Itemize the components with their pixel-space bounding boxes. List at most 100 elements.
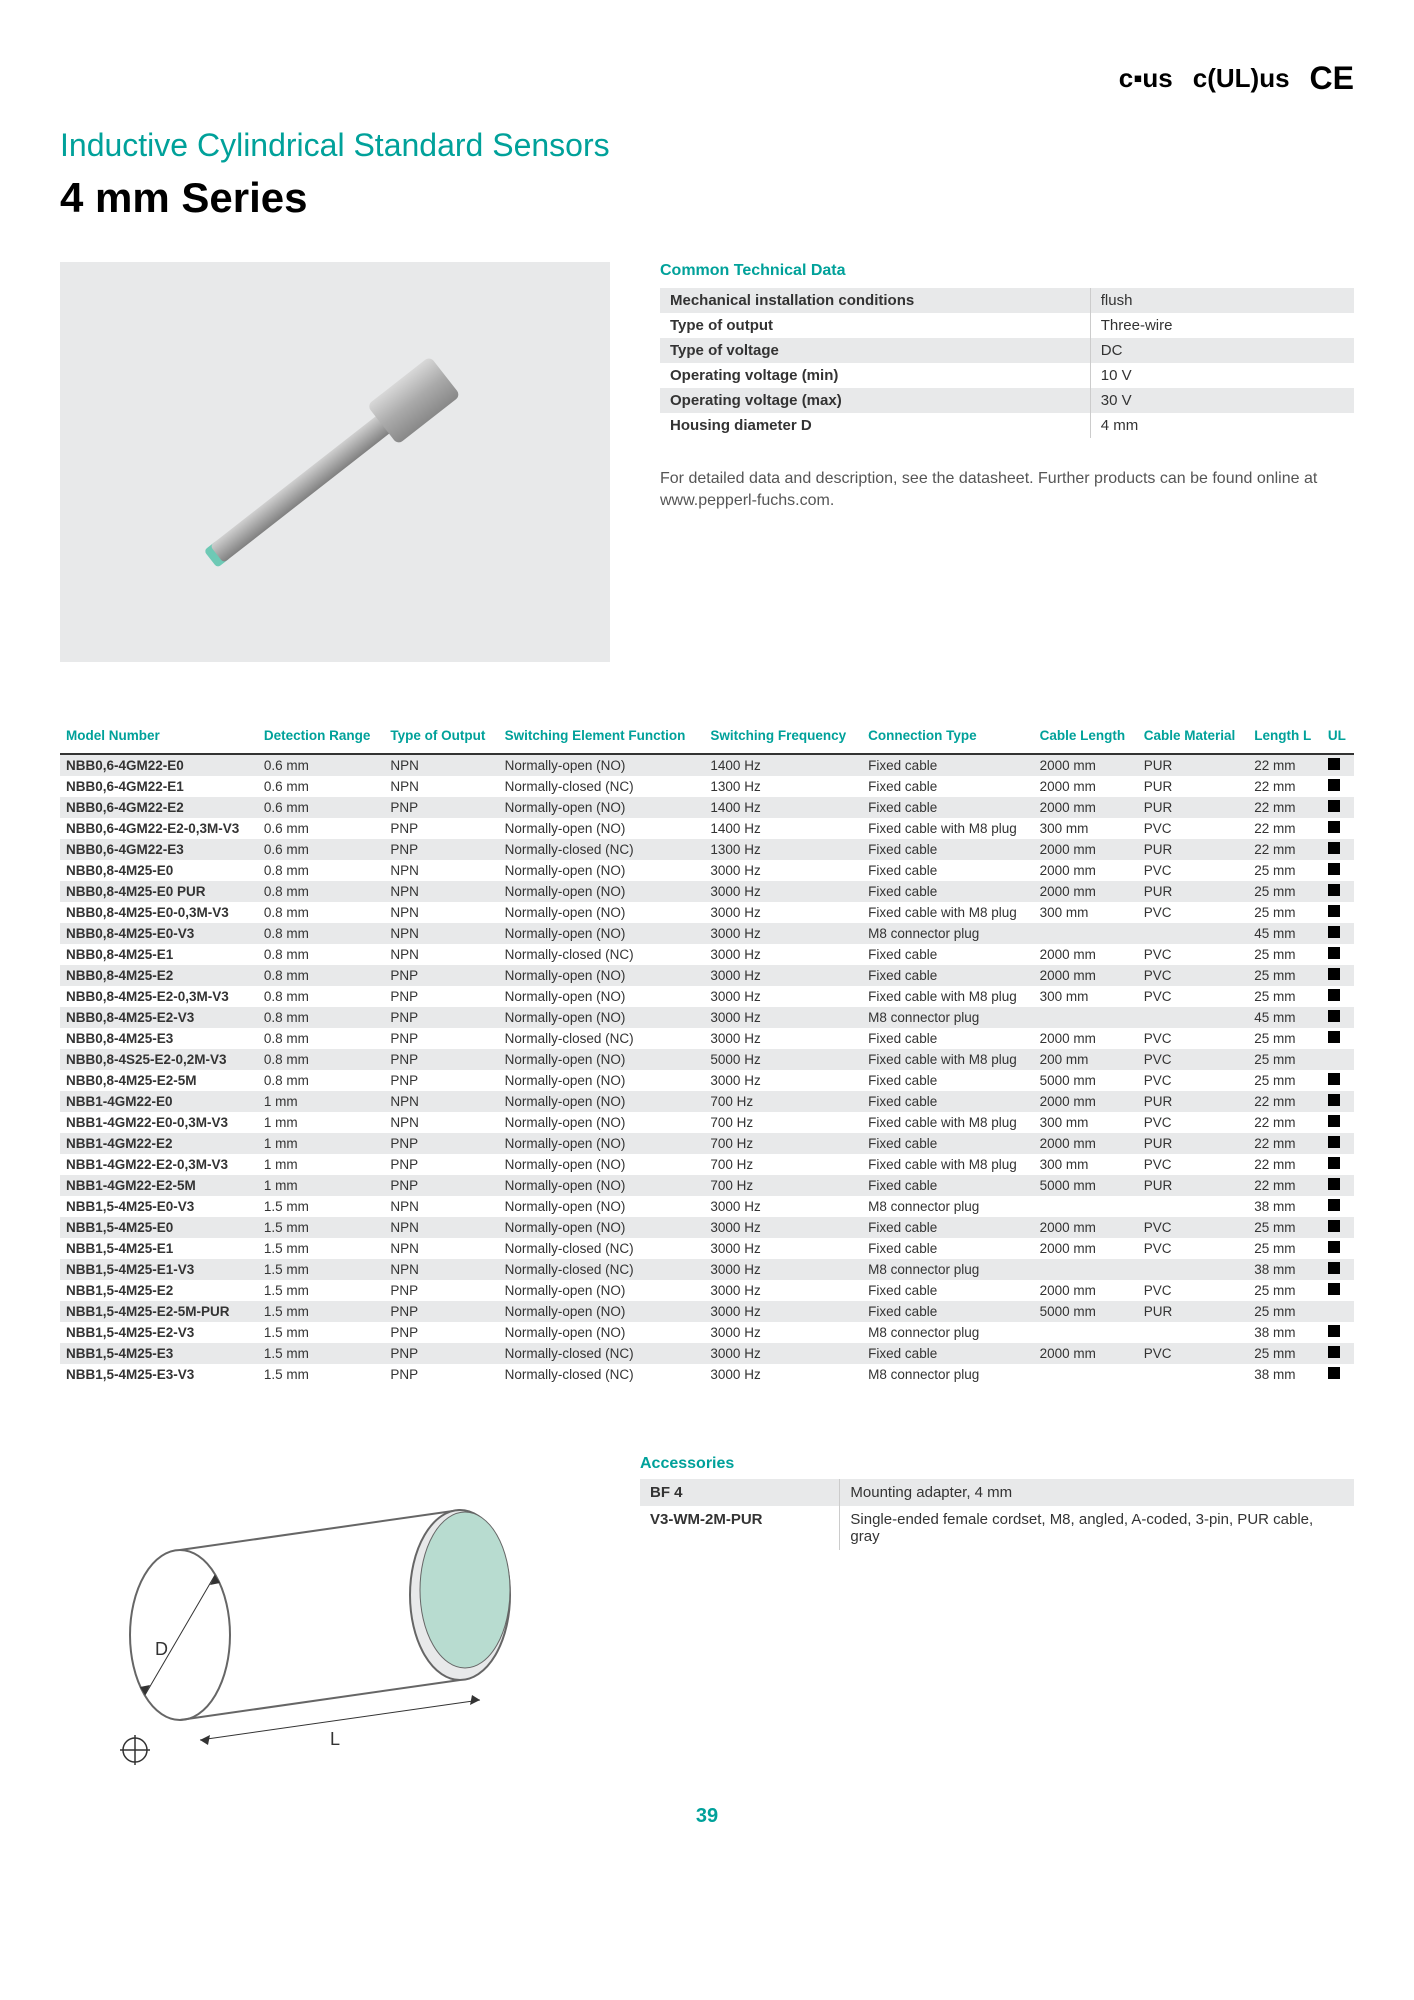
tech-value: Three-wire	[1090, 313, 1354, 338]
ul-mark-icon	[1328, 989, 1340, 1001]
table-cell	[1322, 818, 1354, 839]
table-cell: NBB0,6-4GM22-E2	[60, 797, 258, 818]
table-cell	[1322, 1343, 1354, 1364]
table-cell: 3000 Hz	[704, 944, 862, 965]
table-cell: 300 mm	[1034, 986, 1138, 1007]
table-cell: 200 mm	[1034, 1049, 1138, 1070]
table-cell: NBB1,5-4M25-E3-V3	[60, 1364, 258, 1385]
table-cell: NBB0,8-4M25-E1	[60, 944, 258, 965]
column-header: Connection Type	[862, 722, 1033, 754]
ul-mark-icon	[1328, 821, 1340, 833]
table-cell: PUR	[1138, 839, 1249, 860]
table-row: NBB0,6-4GM22-E2-0,3M-V30.6 mmPNPNormally…	[60, 818, 1354, 839]
table-cell: 22 mm	[1248, 1091, 1322, 1112]
table-cell: 2000 mm	[1034, 1343, 1138, 1364]
table-cell: Normally-open (NO)	[499, 1301, 705, 1322]
column-header: Detection Range	[258, 722, 385, 754]
table-cell	[1322, 1133, 1354, 1154]
column-header: Cable Material	[1138, 722, 1249, 754]
table-cell: PUR	[1138, 754, 1249, 776]
table-cell: PNP	[384, 1301, 498, 1322]
table-cell	[1034, 1322, 1138, 1343]
table-cell: 0.8 mm	[258, 1070, 385, 1091]
table-cell: M8 connector plug	[862, 923, 1033, 944]
table-cell: NBB0,8-4S25-E2-0,2M-V3	[60, 1049, 258, 1070]
table-cell: Normally-closed (NC)	[499, 776, 705, 797]
table-cell	[1322, 881, 1354, 902]
table-cell: 25 mm	[1248, 860, 1322, 881]
table-cell: NPN	[384, 860, 498, 881]
table-cell: 45 mm	[1248, 1007, 1322, 1028]
table-cell: 25 mm	[1248, 902, 1322, 923]
page-number: 39	[60, 1805, 1354, 1828]
table-cell: NBB0,8-4M25-E0-V3	[60, 923, 258, 944]
table-cell: Normally-open (NO)	[499, 881, 705, 902]
table-cell: 22 mm	[1248, 818, 1322, 839]
table-cell: PVC	[1138, 1070, 1249, 1091]
table-cell: Fixed cable	[862, 839, 1033, 860]
table-cell: PUR	[1138, 1091, 1249, 1112]
ul-mark-icon	[1328, 1010, 1340, 1022]
table-cell: 1.5 mm	[258, 1322, 385, 1343]
table-cell: Normally-open (NO)	[499, 1322, 705, 1343]
table-cell: 1400 Hz	[704, 754, 862, 776]
table-row: NBB0,6-4GM22-E20.6 mmPNPNormally-open (N…	[60, 797, 1354, 818]
table-cell: 3000 Hz	[704, 1259, 862, 1280]
table-cell: PUR	[1138, 797, 1249, 818]
ul-mark-icon	[1328, 905, 1340, 917]
ul-mark-icon	[1328, 1283, 1340, 1295]
table-cell: NPN	[384, 1259, 498, 1280]
table-row: NBB1-4GM22-E01 mmNPNNormally-open (NO)70…	[60, 1091, 1354, 1112]
table-cell: Fixed cable	[862, 860, 1033, 881]
acc-desc: Mounting adapter, 4 mm	[840, 1479, 1354, 1506]
table-cell: NBB1-4GM22-E2-5M	[60, 1175, 258, 1196]
table-row: NBB1,5-4M25-E1-V31.5 mmNPNNormally-close…	[60, 1259, 1354, 1280]
table-cell	[1322, 1028, 1354, 1049]
table-cell	[1322, 1301, 1354, 1322]
table-cell	[1322, 797, 1354, 818]
table-cell: NPN	[384, 881, 498, 902]
table-cell: Normally-closed (NC)	[499, 1343, 705, 1364]
table-cell: NPN	[384, 1217, 498, 1238]
table-cell: NBB0,8-4M25-E2-5M	[60, 1070, 258, 1091]
table-cell: 3000 Hz	[704, 986, 862, 1007]
table-cell	[1322, 902, 1354, 923]
table-cell: 22 mm	[1248, 1175, 1322, 1196]
product-image	[60, 262, 610, 662]
table-row: NBB0,6-4GM22-E30.6 mmPNPNormally-closed …	[60, 839, 1354, 860]
table-row: NBB0,6-4GM22-E00.6 mmNPNNormally-open (N…	[60, 754, 1354, 776]
table-cell: 2000 mm	[1034, 1238, 1138, 1259]
table-cell: 22 mm	[1248, 1112, 1322, 1133]
table-cell: Fixed cable	[862, 1091, 1033, 1112]
table-cell: PVC	[1138, 1028, 1249, 1049]
table-cell: Normally-open (NO)	[499, 1070, 705, 1091]
table-cell: Normally-closed (NC)	[499, 839, 705, 860]
table-row: NBB1,5-4M25-E2-5M-PUR1.5 mmPNPNormally-o…	[60, 1301, 1354, 1322]
table-cell: 1.5 mm	[258, 1217, 385, 1238]
table-cell: NBB0,8-4M25-E2-0,3M-V3	[60, 986, 258, 1007]
table-cell: Normally-open (NO)	[499, 1049, 705, 1070]
table-cell: PNP	[384, 1028, 498, 1049]
table-cell: NBB1,5-4M25-E2-V3	[60, 1322, 258, 1343]
tech-label: Operating voltage (max)	[660, 388, 1090, 413]
table-cell: Normally-open (NO)	[499, 754, 705, 776]
table-cell: NBB0,8-4M25-E2	[60, 965, 258, 986]
acc-code: V3-WM-2M-PUR	[640, 1506, 840, 1550]
table-cell: 1 mm	[258, 1154, 385, 1175]
table-cell: PVC	[1138, 965, 1249, 986]
table-cell: NBB1,5-4M25-E1	[60, 1238, 258, 1259]
table-cell: Normally-open (NO)	[499, 818, 705, 839]
table-cell: 0.8 mm	[258, 944, 385, 965]
table-row: NBB1,5-4M25-E21.5 mmPNPNormally-open (NO…	[60, 1280, 1354, 1301]
table-cell: 25 mm	[1248, 1238, 1322, 1259]
table-cell: Normally-open (NO)	[499, 1280, 705, 1301]
ul-mark-icon	[1328, 842, 1340, 854]
accessories-block: Accessories BF 4Mounting adapter, 4 mmV3…	[640, 1455, 1354, 1550]
ul-mark-icon	[1328, 758, 1340, 770]
table-cell: Fixed cable	[862, 1028, 1033, 1049]
column-header: Switching Element Function	[499, 722, 705, 754]
table-cell: Fixed cable	[862, 754, 1033, 776]
table-cell: NBB1-4GM22-E0-0,3M-V3	[60, 1112, 258, 1133]
table-cell: PVC	[1138, 986, 1249, 1007]
table-cell: 0.8 mm	[258, 923, 385, 944]
